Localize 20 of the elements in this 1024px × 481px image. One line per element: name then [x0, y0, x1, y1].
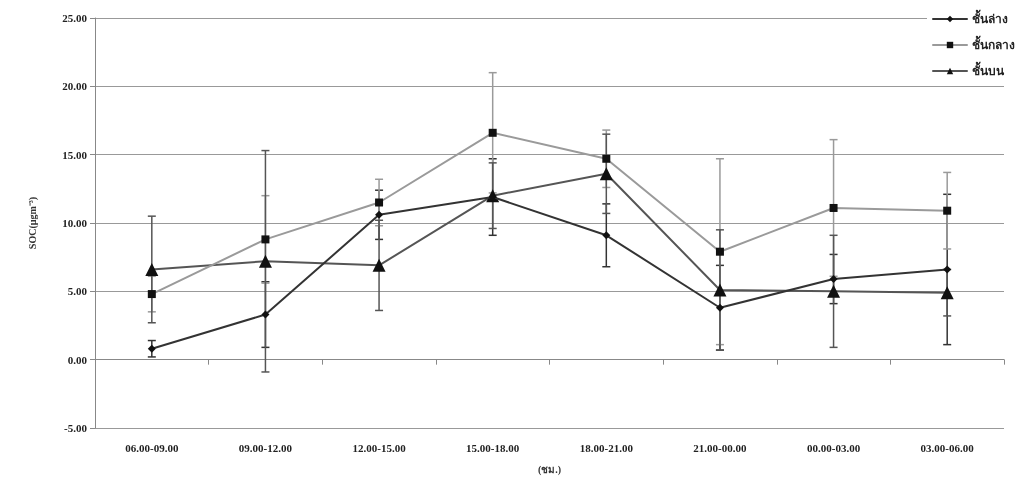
- x-tick-label: 06.00-09.00: [125, 441, 179, 454]
- y-tick-label: 10.00: [62, 217, 88, 229]
- legend-label: ชั้นกลาง: [972, 35, 1015, 52]
- x-tick-label: 18.00-21.00: [579, 441, 634, 454]
- x-tick-label: 21.00-00.00: [693, 441, 748, 454]
- y-tick-label: 25.00: [62, 12, 88, 24]
- y-tick-label: 0.00: [67, 353, 88, 366]
- y-tick-label: -5.00: [64, 422, 88, 434]
- y-tick-label: 20.00: [62, 80, 88, 93]
- legend-label: ชั้นล่าง: [972, 9, 1008, 26]
- x-axis-title: (ชม.): [537, 463, 562, 476]
- x-tick-label: 00.00-03.00: [806, 441, 861, 454]
- x-tick-label: 03.00-06.00: [920, 441, 975, 454]
- x-tick-label: 12.00-15.00: [352, 441, 407, 454]
- y-axis-title: SOC(µgm⁻³): [26, 196, 39, 250]
- x-tick-label: 09.00-12.00: [238, 441, 293, 454]
- y-tick-label: 15.00: [62, 148, 88, 161]
- y-tick-label: 5.00: [67, 285, 88, 298]
- x-tick-label: 15.00-18.00: [466, 441, 520, 454]
- legend-label: ชั้นบน: [972, 61, 1005, 78]
